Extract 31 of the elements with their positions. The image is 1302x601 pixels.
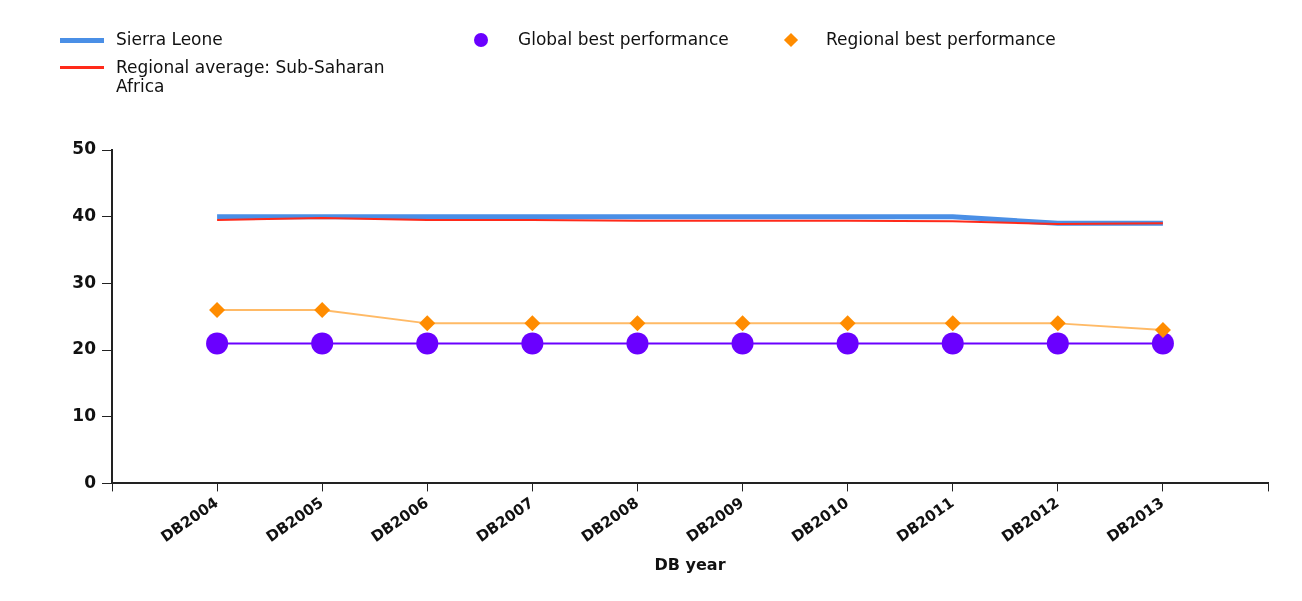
legend-label: Sierra Leone — [116, 29, 223, 49]
point — [314, 302, 331, 319]
y-tick-label: 20 — [72, 338, 97, 359]
y-tick-label: 50 — [72, 138, 97, 159]
point — [941, 332, 964, 355]
y-tick-label: 10 — [72, 405, 97, 426]
point — [944, 315, 961, 332]
point — [839, 315, 856, 332]
point — [1151, 332, 1174, 355]
x-axis-title: DB year — [654, 554, 726, 574]
legend-label: Regional average: Sub-Saharan Africa — [116, 57, 386, 96]
y-tick-label: 0 — [84, 471, 97, 492]
legend-label: Global best performance — [518, 29, 729, 49]
y-tick-label: 30 — [72, 271, 97, 292]
point — [836, 332, 859, 355]
point — [311, 332, 334, 355]
point — [626, 332, 649, 355]
point — [206, 332, 229, 355]
point — [416, 332, 439, 355]
point — [1049, 315, 1066, 332]
y-tick-label: 40 — [72, 205, 97, 226]
legend-label: Regional best performance — [826, 29, 1056, 49]
point — [419, 315, 436, 332]
point — [1154, 322, 1171, 339]
point — [209, 302, 226, 319]
point — [734, 315, 751, 332]
point — [521, 332, 544, 355]
point — [731, 332, 754, 355]
point — [629, 315, 646, 332]
point — [1046, 332, 1069, 355]
point — [524, 315, 541, 332]
